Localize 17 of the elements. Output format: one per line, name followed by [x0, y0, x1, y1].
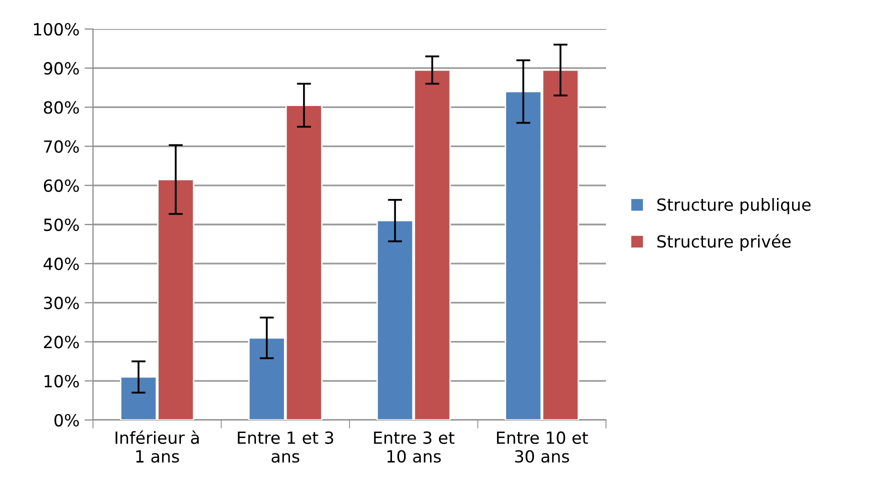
x-tick-label: Entre 10 et 30 ans [497, 431, 588, 463]
y-tick-label: 40% [44, 258, 79, 270]
y-tick-label: 80% [44, 101, 79, 114]
y-tick-label: 100% [34, 22, 79, 36]
x-tick-label: Entre 1 et 3 ans [238, 431, 334, 463]
y-tick-label: 30% [44, 296, 79, 310]
x-tick-label: Entre 3 et 10 ans [374, 431, 454, 463]
y-tick-label: 0% [54, 414, 79, 427]
x-tick-label: Inférieur à 1 ans [116, 430, 199, 463]
y-tick-label: 90% [44, 62, 79, 75]
y-tick-label: 60% [44, 179, 79, 192]
legend-label: Structure publique [657, 198, 811, 214]
y-tick-label: 50% [44, 218, 79, 232]
y-tick-label: 20% [44, 336, 79, 348]
legend-label: Structure privée [657, 234, 791, 251]
y-tick-label: 70% [44, 140, 79, 153]
y-tick-label: 10% [44, 374, 79, 388]
